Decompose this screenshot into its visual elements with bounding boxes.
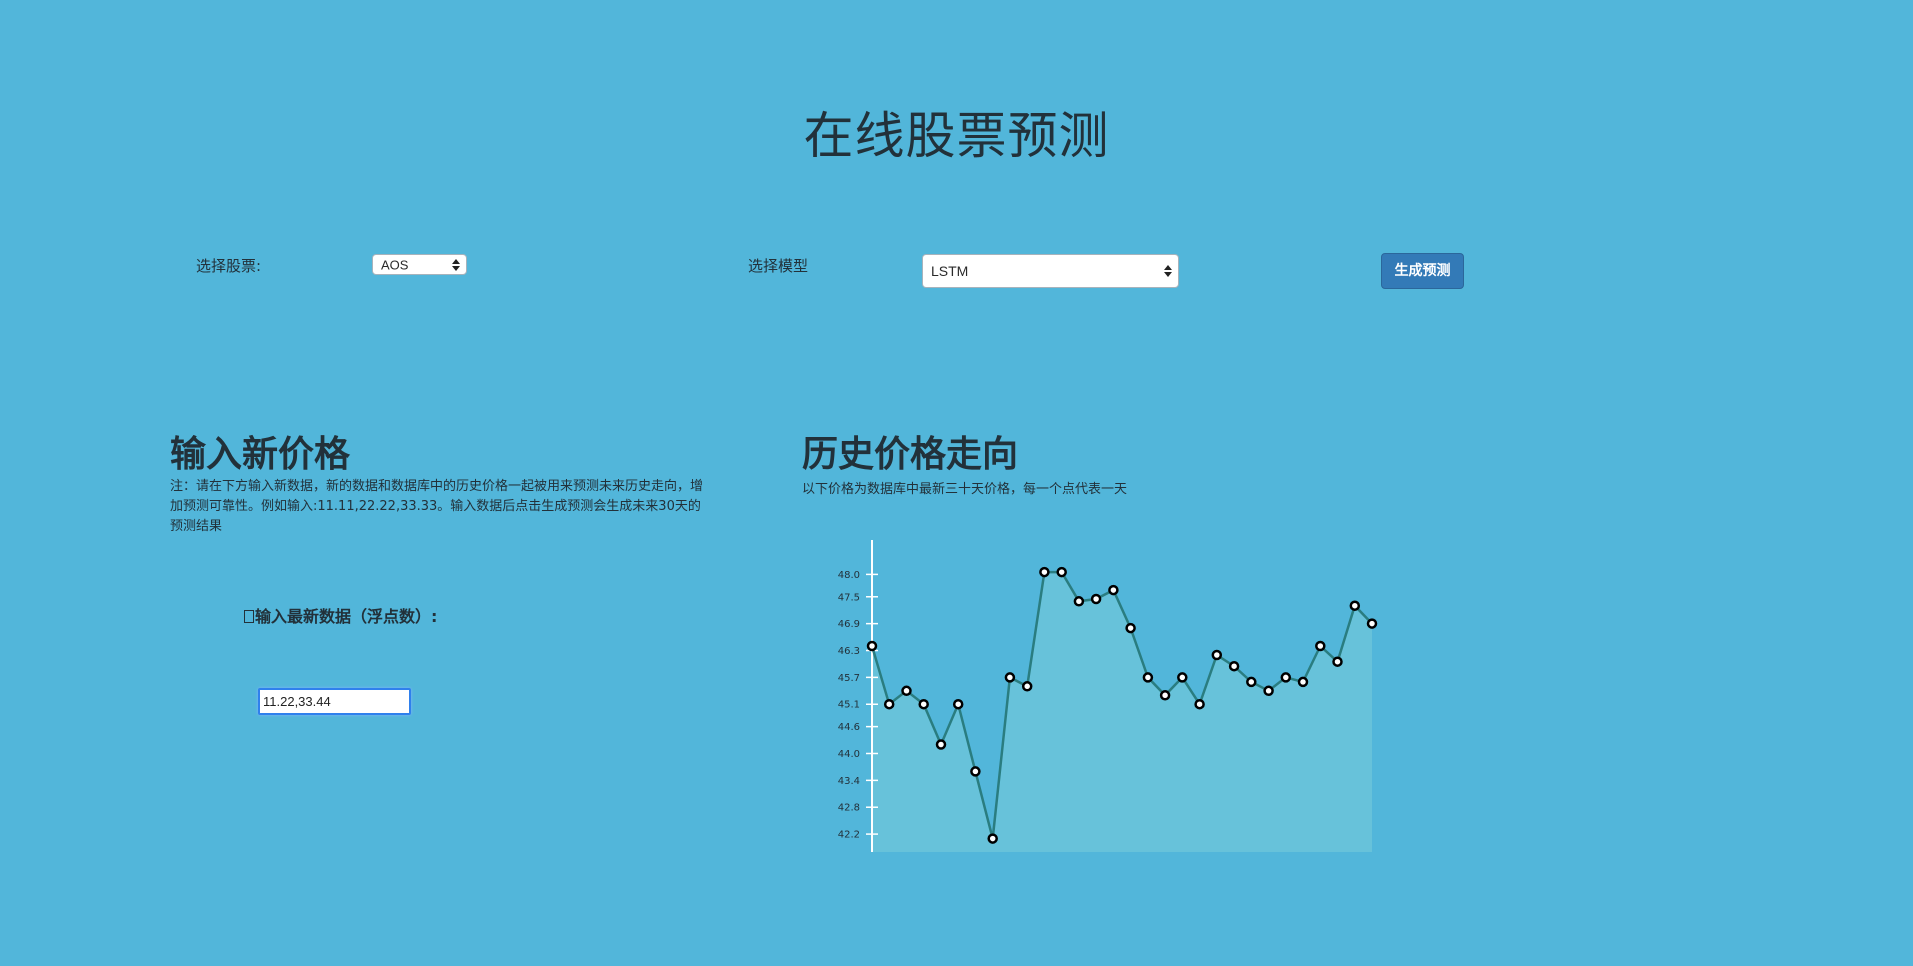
y-tick-label: 42.8 [838,803,860,814]
select-arrows-icon [452,258,460,271]
price-point [1090,593,1102,605]
price-point [1228,660,1240,672]
model-select-label: 选择模型 [748,257,809,275]
price-point [1332,656,1343,667]
price-point [1004,672,1016,683]
history-description: 以下价格为数据库中最新三十天价格，每一个点代表一天 [802,482,1128,497]
y-tick-label: 45.7 [838,673,860,684]
price-point [918,698,929,710]
y-tick-label: 44.6 [838,722,860,733]
input-label: 输入最新数据（浮点数）: [244,603,437,627]
price-point [1280,672,1292,683]
price-point [1246,676,1257,688]
price-point [1039,566,1050,578]
price-point [935,739,947,750]
model-select[interactable]: LSTM [922,254,1179,288]
history-price-chart: 42.2 42.8 43.4 44.0 44.6 45.1 45.7 46.3 46.9 47.5… [838,540,1378,852]
select-arrows-icon [1164,265,1172,277]
y-tick-label: 48.0 [838,570,860,581]
y-tick-label: 47.5 [838,592,860,603]
input-label-text: 输入最新数据（浮点数）: [255,607,438,626]
price-input[interactable] [258,688,411,715]
price-point [1366,618,1378,629]
price-point [883,698,895,710]
y-tick-label: 42.2 [838,830,860,841]
stock-select-label: 选择股票: [196,257,262,275]
y-tick-label: 45.1 [838,700,860,711]
price-point [1177,672,1188,683]
price-point [1194,698,1205,710]
price-area [872,572,1372,852]
input-note: 注：请在下方输入新数据，新的数据和数据库中的历史价格一起被用来预测未来历史走向，… [170,479,704,534]
stock-select-value: AOS [381,257,409,272]
history-section-title: 历史价格走向 [802,434,1019,475]
price-point [1263,685,1274,697]
price-point [987,833,998,844]
missing-glyph-icon [244,610,254,623]
price-point [970,766,981,777]
generate-prediction-button[interactable]: 生成预测 [1381,253,1464,289]
price-point [952,698,964,710]
stock-select[interactable]: AOS [372,254,467,275]
price-point [901,685,912,697]
y-tick-label: 43.4 [838,776,860,787]
price-point [1125,622,1136,634]
model-select-value: LSTM [931,263,969,279]
price-point [1349,600,1361,611]
y-tick-label: 46.3 [838,646,860,657]
y-tick-label: 46.9 [838,619,860,630]
price-point [1108,584,1119,596]
page-title: 在线股票预测 [803,107,1110,165]
price-point [1211,649,1223,661]
price-point [1159,690,1171,701]
price-point [1142,672,1154,683]
y-tick-label: 44.0 [838,749,860,760]
price-point [1297,676,1309,688]
input-section-title: 输入新价格 [170,434,351,475]
price-point [1056,566,1067,578]
price-point [866,640,878,652]
price-point [1315,640,1326,652]
price-point [1021,681,1033,692]
price-point [1073,596,1085,607]
